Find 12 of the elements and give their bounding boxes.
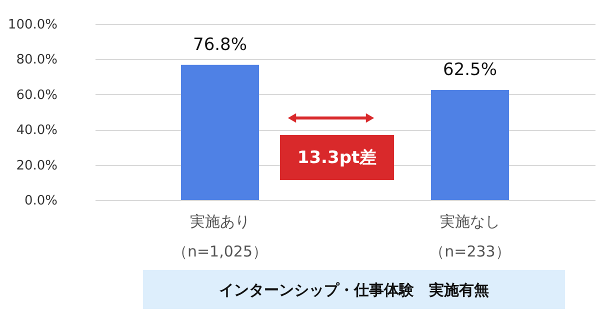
x-tick-label: 実施なし（n=233）	[430, 212, 510, 260]
y-tick-label: 0.0%	[24, 194, 58, 208]
data-label: 62.5%	[442, 60, 498, 80]
x-tick-label: 実施あり（n=1,025）	[172, 212, 268, 260]
y-tick-label: 60.0%	[16, 88, 58, 103]
y-tick-label: 40.0%	[16, 123, 58, 138]
data-label: 76.8%	[192, 34, 248, 55]
annotation: 13.3pt差	[297, 148, 377, 168]
y-tick-label: 80.0%	[16, 52, 58, 68]
y-tick-label: 20.0%	[16, 158, 58, 174]
y-tick-label: 100.0%	[8, 18, 58, 32]
x-axis-title: インターンシップ・仕事体験 実施有無	[219, 281, 489, 299]
